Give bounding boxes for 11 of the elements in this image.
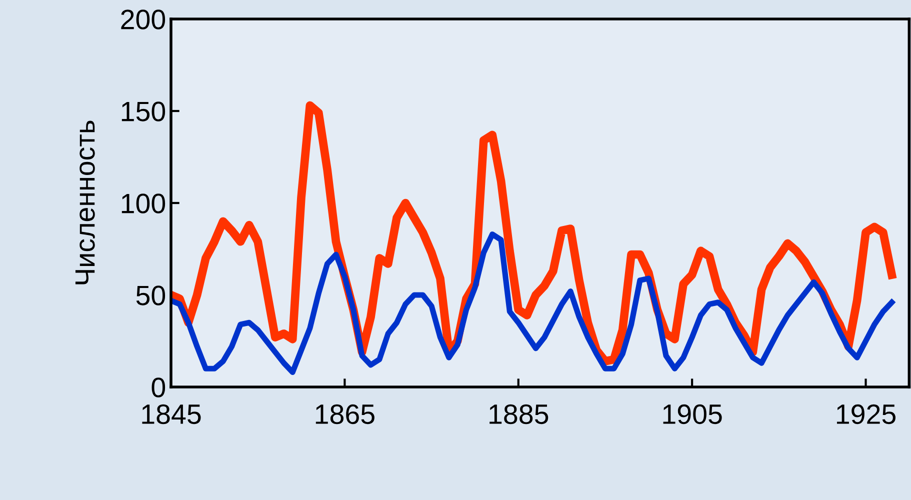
x-tick-label: 1865 [316, 404, 374, 424]
y-tick-label: 50 [136, 286, 166, 306]
y-tick-label: 150 [122, 102, 166, 122]
x-tick-label: 1885 [490, 404, 548, 424]
x-tick-label: 1905 [663, 404, 722, 424]
y-axis-title: Численность [75, 120, 95, 284]
x-tick-label: 1845 [142, 404, 201, 424]
y-tick-label: 200 [121, 10, 166, 30]
y-tick-label: 100 [122, 194, 166, 214]
x-tick-label: 1925 [836, 404, 896, 424]
y-tick-label: 0 [152, 378, 166, 398]
